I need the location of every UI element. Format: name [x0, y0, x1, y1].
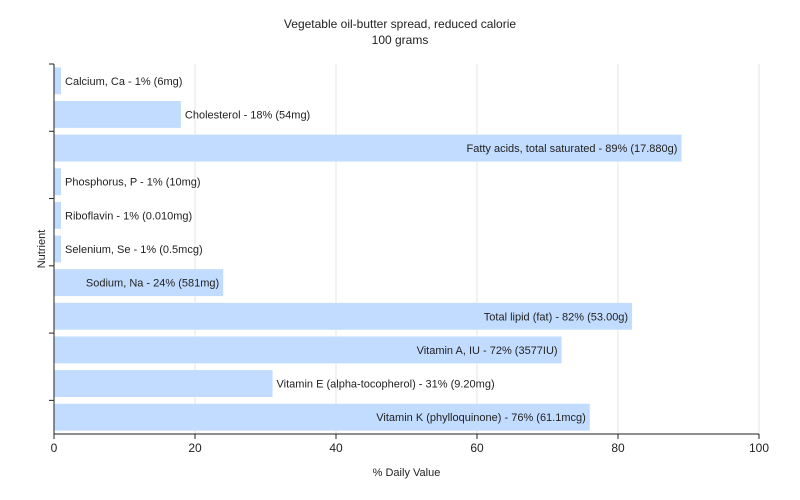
bar-label: Phosphorus, P - 1% (10mg): [65, 177, 201, 189]
bar: [54, 67, 62, 95]
bar-label: Selenium, Se - 1% (0.5mcg): [65, 244, 203, 256]
bar: [54, 235, 62, 263]
y-axis-title: Nutrient: [36, 230, 48, 269]
bar: [54, 269, 224, 297]
bar: [54, 168, 62, 196]
bar-label: Fatty acids, total saturated - 89% (17.8…: [466, 143, 677, 155]
x-tick-label: 100: [749, 441, 769, 455]
bar-label: Riboflavin - 1% (0.010mg): [65, 210, 192, 222]
bar-label: Vitamin E (alpha-tocopherol) - 31% (9.20…: [277, 379, 495, 391]
bar: [54, 134, 682, 162]
bar: [54, 403, 590, 431]
bar: [54, 201, 62, 229]
chart-title: Vegetable oil-butter spread, reduced cal…: [283, 17, 517, 31]
bar-label: Total lipid (fat) - 82% (53.00g): [484, 311, 628, 323]
bar: [54, 370, 273, 397]
bar-label: Vitamin A, IU - 72% (3577IU): [417, 345, 558, 357]
bar-label: Cholesterol - 18% (54mg): [185, 109, 310, 121]
bar-label: Calcium, Ca - 1% (6mg): [65, 76, 182, 88]
x-tick-label: 80: [611, 441, 625, 455]
chart-title-block: Vegetable oil-butter spread, reduced cal…: [0, 16, 800, 48]
bar-label: Vitamin K (phylloquinone) - 76% (61.1mcg…: [376, 412, 586, 424]
bar: [54, 101, 181, 128]
x-tick-label: 40: [329, 441, 343, 455]
x-tick-label: 0: [51, 441, 58, 455]
x-tick-label: 60: [470, 441, 484, 455]
x-tick-label: 20: [188, 441, 202, 455]
x-axis-title: % Daily Value: [373, 467, 441, 479]
bar: [54, 302, 633, 330]
bar-label: Sodium, Na - 24% (581mg): [86, 278, 219, 290]
chart-subtitle: 100 grams: [371, 33, 429, 47]
bar: [54, 336, 562, 364]
